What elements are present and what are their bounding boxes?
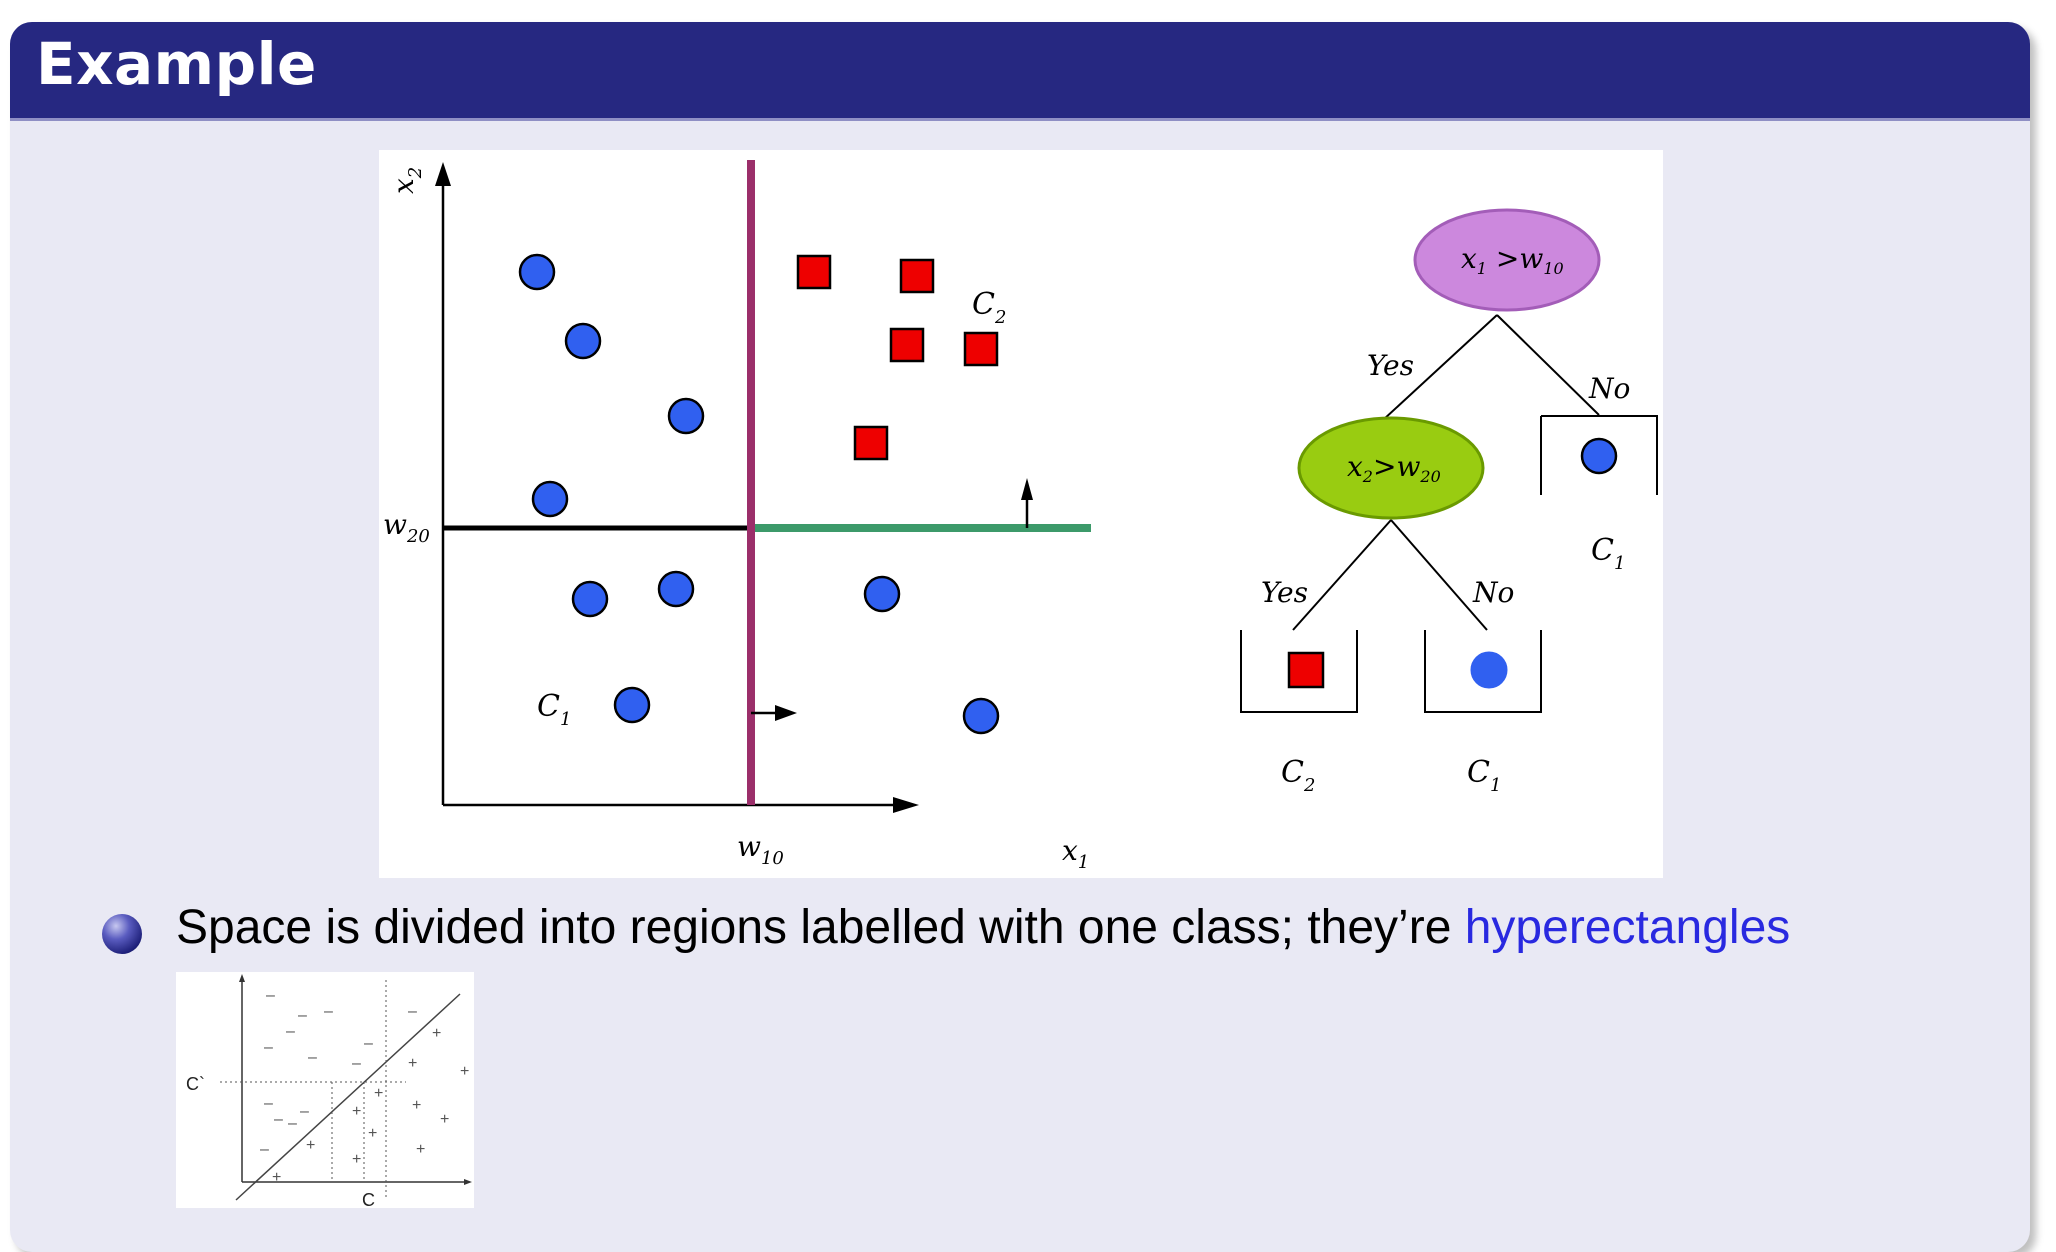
- thumb-plus: +: [412, 1097, 421, 1114]
- inner-node: [1297, 416, 1485, 520]
- y-axis-label: x2: [387, 167, 426, 194]
- thumb-minus: –: [352, 1055, 361, 1072]
- root-yes-label: Yes: [1367, 349, 1414, 382]
- c1-point: [657, 570, 695, 608]
- bullet-icon: [102, 914, 142, 954]
- thumb-plus: +: [460, 1063, 469, 1080]
- thumb-x-arrowhead: [464, 1179, 472, 1185]
- class-c2-label: C2: [972, 287, 1006, 328]
- edge-root-no: [1496, 314, 1600, 416]
- thumb-y-arrowhead: [239, 974, 245, 982]
- c2-point: [796, 254, 832, 290]
- c1-point: [564, 322, 602, 360]
- decision-tree-figure: x2 x1 w10 w20 C1 C2: [379, 150, 1663, 878]
- thumb-x-label: C: [362, 1190, 375, 1208]
- thumb-y-label: C`: [186, 1074, 205, 1094]
- thumb-minus: –: [266, 987, 275, 1004]
- thumb-plus: +: [432, 1025, 441, 1042]
- thumb-minus: –: [324, 1003, 333, 1020]
- root-no-label: No: [1588, 372, 1630, 405]
- thumb-plus: +: [352, 1151, 361, 1168]
- slide: Example: [10, 22, 2030, 1252]
- leaf-bottom-right-circle: [1470, 651, 1508, 689]
- split-y-arrowhead: [1021, 478, 1033, 500]
- thumb-minus: –: [264, 1039, 273, 1056]
- thumb-plus-marks: + + + + + + + + + + + +: [272, 1025, 469, 1186]
- edge-inner-no: [1390, 519, 1488, 631]
- edge-inner-yes: [1292, 519, 1392, 631]
- x-axis-label: x1: [1062, 834, 1089, 873]
- c1-point: [571, 580, 609, 618]
- inner-yes-label: Yes: [1261, 576, 1308, 609]
- class-c1-label: C1: [537, 689, 571, 730]
- thumb-plus: +: [416, 1141, 425, 1158]
- leaf-bottom-left-label: C2: [1281, 755, 1315, 796]
- y-axis-arrowhead: [435, 162, 451, 186]
- thumb-plus: +: [352, 1103, 361, 1120]
- thumb-minus: –: [298, 1007, 307, 1024]
- thumb-minus: –: [308, 1049, 317, 1066]
- thumb-minus: –: [286, 1023, 295, 1040]
- root-node-label: x1 >w10: [1461, 242, 1564, 278]
- split-x-label: w10: [737, 830, 784, 869]
- thumb-plus: +: [368, 1125, 377, 1142]
- thumb-plus: +: [374, 1085, 383, 1102]
- thumb-diagonal: [235, 993, 461, 1201]
- c1-point: [667, 397, 705, 435]
- c2-point: [889, 327, 925, 363]
- x-axis-arrowhead: [893, 797, 919, 813]
- feature-space-plot: x2 x1 w10 w20 C1 C2: [383, 160, 1091, 873]
- thumb-dotted-lines: [220, 980, 406, 1198]
- split-y-label: w20: [383, 508, 430, 547]
- leaf-bottom-right-box: [1424, 630, 1542, 713]
- thumbnail-svg: C` C – – – – – – – – – – – – – – +: [186, 974, 472, 1210]
- class-c2-points: [796, 254, 999, 461]
- leaf-bottom-left-square: [1287, 651, 1325, 689]
- hyperectangles-link[interactable]: hyperectangles: [1464, 901, 1791, 954]
- bullet-text-main: Space is divided into regions labelled w…: [176, 901, 1465, 954]
- leaf-right-circle: [1580, 437, 1618, 475]
- thumb-plus: +: [408, 1055, 417, 1072]
- thumb-minus-marks: – – – – – – – – – – – – – –: [260, 987, 417, 1158]
- figure-svg: x2 x1 w10 w20 C1 C2: [383, 160, 1658, 873]
- thumb-minus: –: [274, 1111, 283, 1128]
- split-x-arrowhead: [775, 705, 797, 721]
- hyperrectangle-thumbnail: C` C – – – – – – – – – – – – – – +: [176, 972, 474, 1210]
- class-c1-points: [518, 253, 1000, 735]
- thumb-minus: –: [264, 1095, 273, 1112]
- thumb-minus: –: [300, 1103, 309, 1120]
- c1-point: [863, 575, 901, 613]
- title-bar: Example: [10, 22, 2030, 121]
- c1-point: [518, 253, 556, 291]
- thumb-minus: –: [364, 1035, 373, 1052]
- inner-no-label: No: [1472, 576, 1514, 609]
- thumb-plus: +: [272, 1169, 281, 1186]
- c1-point: [531, 480, 569, 518]
- c2-point: [853, 425, 889, 461]
- edge-root-yes: [1382, 314, 1498, 421]
- bullet-text: Space is divided into regions labelled w…: [176, 900, 1790, 955]
- thumb-minus: –: [288, 1115, 297, 1132]
- thumb-minus: –: [408, 1003, 417, 1020]
- thumb-plus: +: [306, 1137, 315, 1154]
- root-node: [1413, 208, 1601, 312]
- c1-point: [613, 686, 651, 724]
- c2-point: [963, 331, 999, 367]
- leaf-right-label: C1: [1591, 533, 1625, 574]
- leaf-bottom-right-label: C1: [1467, 755, 1501, 796]
- inner-node-label: x2>w20: [1347, 450, 1441, 486]
- decision-tree: x1 >w10 x2>w20 Yes No Yes No C1: [1240, 208, 1658, 796]
- c2-point: [899, 258, 935, 294]
- leaf-bottom-left-box: [1240, 630, 1358, 713]
- thumb-minus: –: [260, 1141, 269, 1158]
- leaf-right-box: [1540, 415, 1658, 495]
- thumb-plus: +: [440, 1111, 449, 1128]
- slide-title: Example: [36, 30, 317, 98]
- c1-point: [962, 697, 1000, 735]
